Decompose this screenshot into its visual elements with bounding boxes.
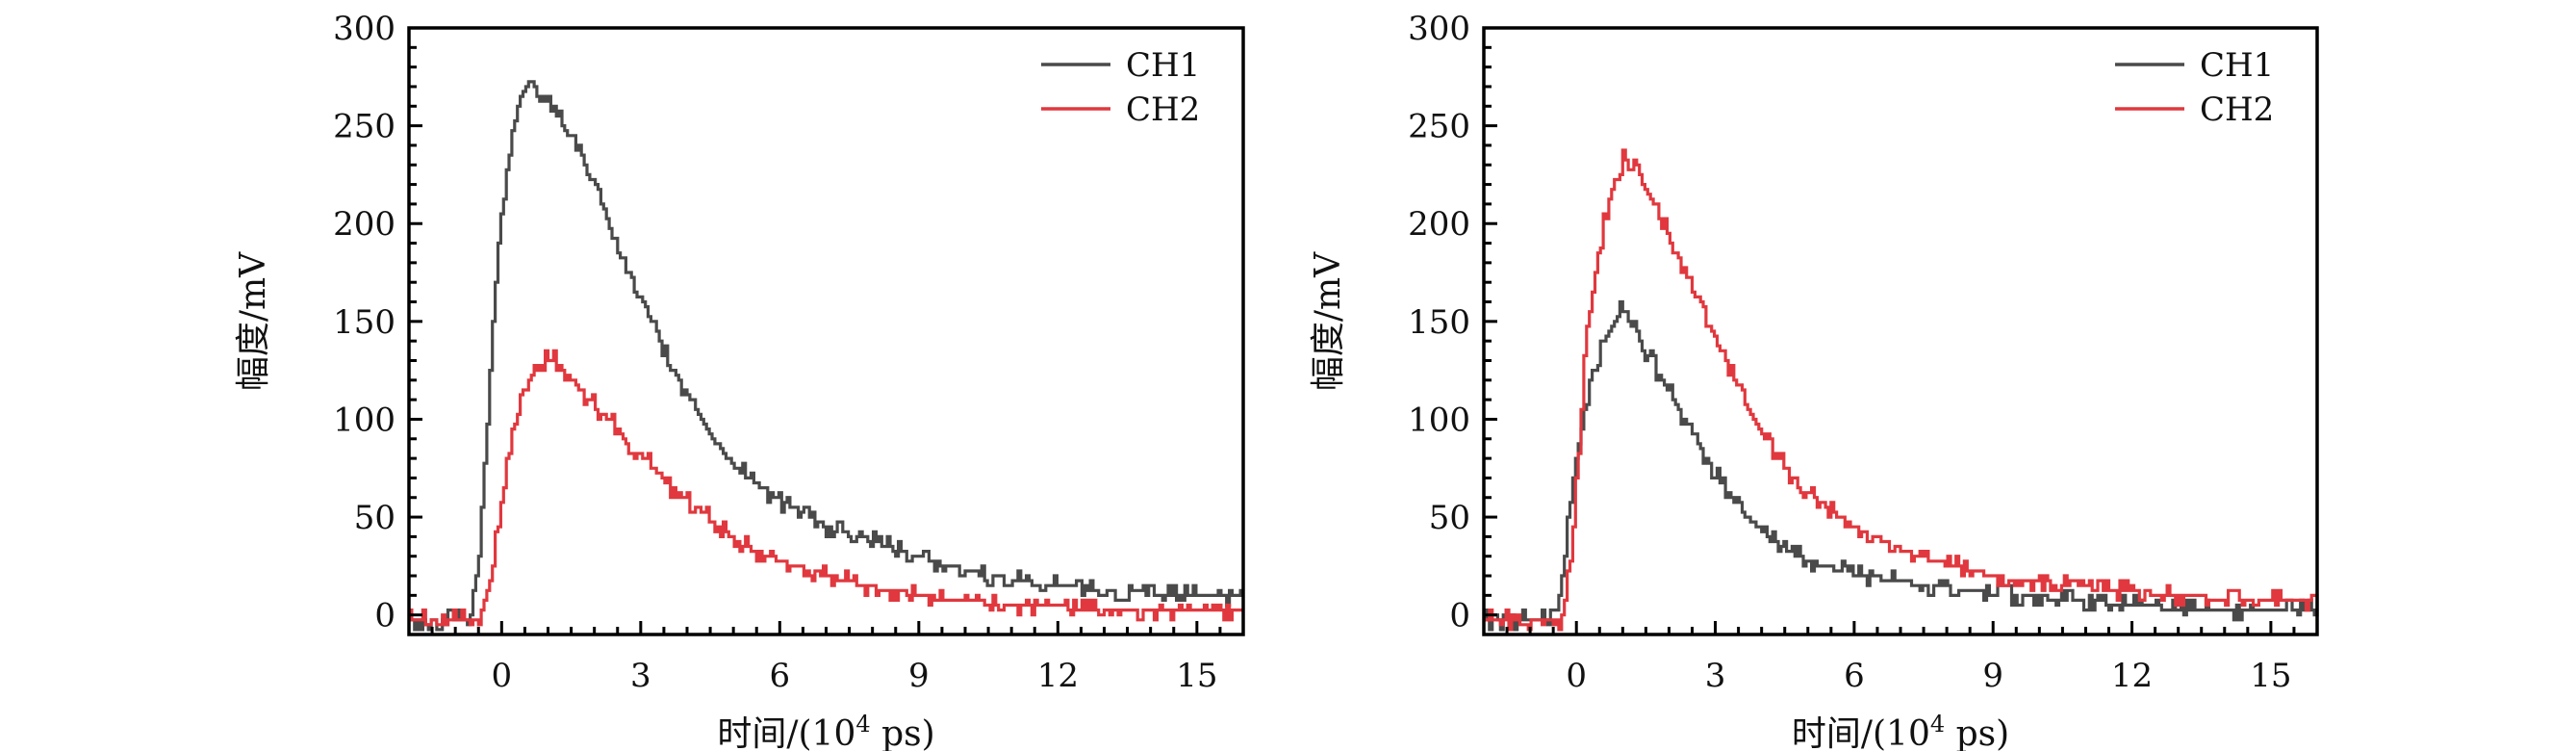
y-axis-title: 幅度/mV bbox=[234, 251, 273, 391]
y-tick-label: 300 bbox=[1408, 10, 1470, 48]
legend-label-ch1: CH1 bbox=[2200, 46, 2274, 85]
x-axis-title: 时间/(104 ps) bbox=[1792, 711, 2009, 751]
y-tick-label: 150 bbox=[1408, 303, 1470, 342]
plot-frame bbox=[407, 26, 1245, 636]
x-tick-label: 0 bbox=[1566, 657, 1587, 695]
y-tick-label: 100 bbox=[333, 401, 395, 439]
y-tick-label: 100 bbox=[1408, 401, 1470, 439]
x-tick-label: 9 bbox=[1982, 657, 2003, 695]
x-tick-label: 3 bbox=[630, 657, 651, 695]
y-tick-label: 250 bbox=[333, 108, 395, 146]
chart-left: 0 50 100 150 200 250 300 0 3 6 9 12 15 时间/(104 ps) 幅度/… bbox=[234, 10, 1245, 751]
series-ch2-line bbox=[1484, 148, 2319, 632]
chart-right: 0 50 100 150 200 250 300 0 3 6 9 12 15 时间/(104 ps) 幅度/… bbox=[1309, 10, 2319, 751]
y-tick-label: 0 bbox=[374, 597, 395, 635]
x-tick-label: 6 bbox=[770, 657, 791, 695]
y-axis-title: 幅度/mV bbox=[1309, 251, 1348, 391]
y-tick-label: 200 bbox=[333, 205, 395, 244]
legend-label-ch2: CH2 bbox=[1126, 91, 1200, 129]
y-tick-label: 150 bbox=[333, 303, 395, 342]
series-ch1-line bbox=[409, 80, 1243, 632]
x-tick-label: 15 bbox=[1176, 657, 1217, 695]
x-tick-label: 9 bbox=[908, 657, 930, 695]
y-tick-label: 200 bbox=[1408, 205, 1470, 244]
y-tick-label: 300 bbox=[333, 10, 395, 48]
x-tick-label: 0 bbox=[492, 657, 513, 695]
y-tick-label: 250 bbox=[1408, 108, 1470, 146]
x-tick-label: 3 bbox=[1705, 657, 1726, 695]
x-tick-label: 15 bbox=[2250, 657, 2291, 695]
x-tick-label: 12 bbox=[2111, 657, 2153, 695]
y-tick-label: 0 bbox=[1449, 597, 1470, 635]
legend-label-ch2: CH2 bbox=[2200, 91, 2274, 129]
legend-label-ch1: CH1 bbox=[1126, 46, 1200, 85]
y-tick-label: 50 bbox=[1429, 499, 1470, 537]
y-tick-label: 50 bbox=[354, 499, 395, 537]
x-tick-label: 6 bbox=[1844, 657, 1865, 695]
x-axis-title: 时间/(104 ps) bbox=[717, 711, 934, 751]
series-ch2-line bbox=[409, 349, 1243, 627]
series-ch1-line bbox=[1484, 299, 2319, 632]
x-tick-label: 12 bbox=[1037, 657, 1079, 695]
